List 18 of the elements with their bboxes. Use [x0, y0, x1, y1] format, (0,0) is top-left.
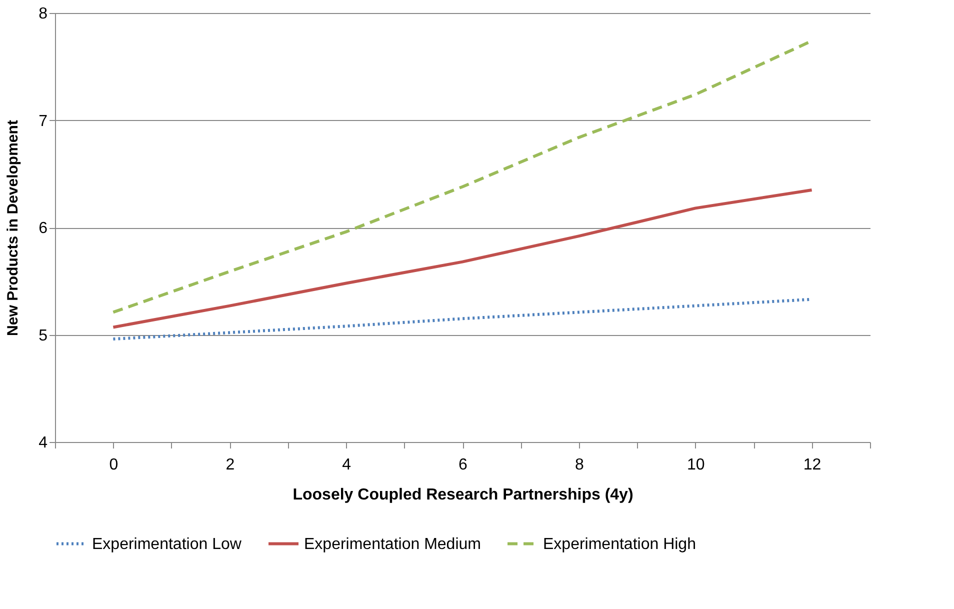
- y-tick-label: 4: [38, 434, 48, 452]
- x-tick-label: 10: [686, 456, 705, 474]
- x-tick-label: 8: [574, 456, 584, 474]
- legend-label: Experimentation Medium: [304, 536, 481, 553]
- y-tick-label: 8: [38, 6, 48, 22]
- legend-label: Experimentation Low: [92, 536, 242, 553]
- line-series: [112, 188, 814, 329]
- x-tick-label: 12: [803, 456, 822, 474]
- x-tick-label: 6: [458, 456, 468, 474]
- y-tick-label: 5: [38, 327, 48, 344]
- y-tick-label: 7: [38, 112, 48, 130]
- legend-label: Experimentation High: [543, 536, 696, 553]
- x-tick-label: 0: [109, 456, 118, 474]
- x-tick-label: 4: [342, 456, 352, 474]
- x-tick-label: 2: [226, 456, 235, 474]
- x-axis-title: Loosely Coupled Research Partnerships (4y): [292, 486, 634, 504]
- y-axis-title: New Products in Development: [4, 120, 22, 336]
- y-tick-label: 6: [38, 220, 48, 237]
